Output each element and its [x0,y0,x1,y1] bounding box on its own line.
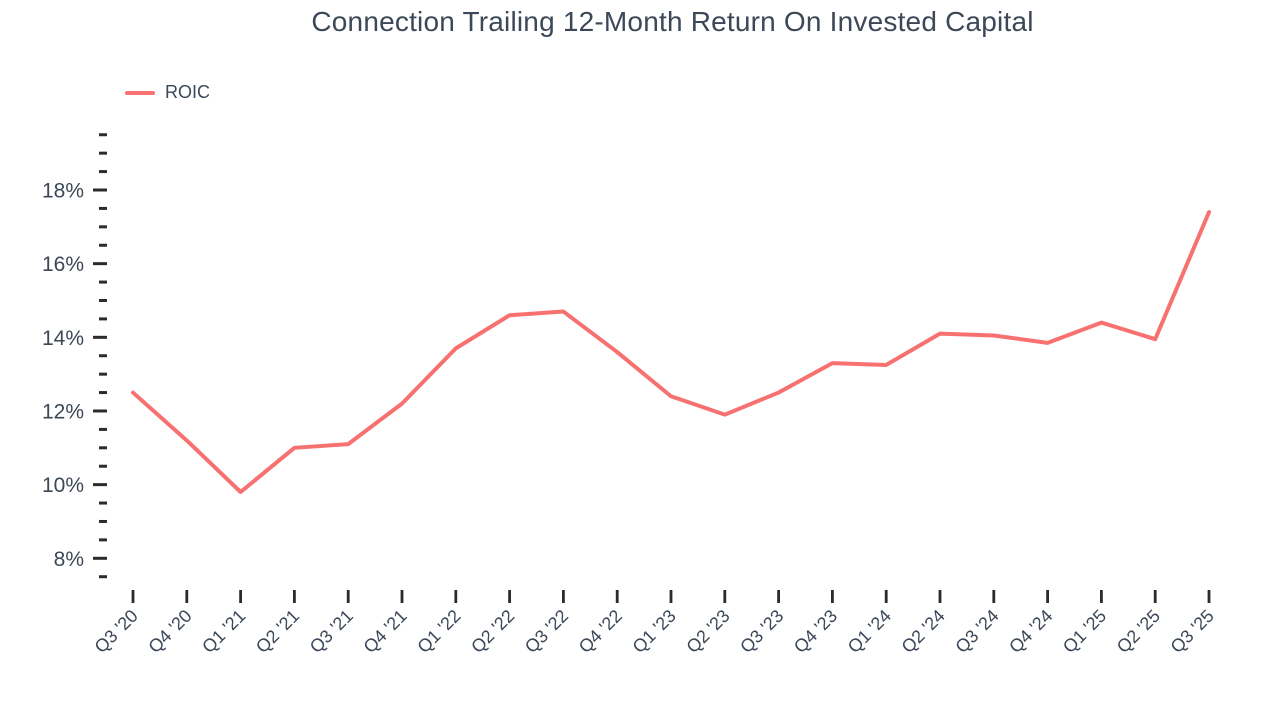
x-axis-label: Q1 '25 [1059,606,1110,657]
y-axis-label: 12% [42,400,84,423]
x-axis-label: Q4 '21 [360,606,411,657]
x-axis-label: Q3 '20 [91,606,142,657]
y-axis-label: 14% [42,327,84,350]
x-axis-label: Q1 '22 [413,606,464,657]
x-axis-label: Q4 '23 [790,606,841,657]
x-axis-label: Q1 '21 [198,606,249,657]
y-axis-label: 8% [54,548,84,571]
x-axis-label: Q2 '24 [898,606,949,657]
legend-line-swatch [125,90,155,95]
x-axis-label: Q3 '25 [1167,606,1218,657]
y-axis-label: 18% [42,180,84,203]
y-axis-label: 10% [42,474,84,497]
x-axis-label: Q2 '25 [1113,606,1164,657]
x-axis-label: Q4 '22 [575,606,626,657]
x-axis-label: Q4 '24 [1005,606,1056,657]
x-axis-label: Q3 '22 [521,606,572,657]
x-axis-label: Q4 '20 [144,606,195,657]
x-axis-label: Q1 '23 [629,606,680,657]
x-axis-label: Q3 '21 [306,606,357,657]
chart-title: Connection Trailing 12-Month Return On I… [311,6,1034,37]
roic-series-line [131,210,1211,495]
x-axis-label: Q3 '23 [736,606,787,657]
y-axis-label: 16% [42,253,84,276]
legend-item-roic[interactable]: ROIC [125,82,210,103]
x-axis-label: Q2 '22 [467,606,518,657]
x-axis-label: Q1 '24 [844,606,895,657]
legend-label: ROIC [165,82,210,102]
x-axis-label: Q2 '21 [252,606,303,657]
x-axis-label: Q3 '24 [951,606,1002,657]
x-axis-label: Q2 '23 [682,606,733,657]
